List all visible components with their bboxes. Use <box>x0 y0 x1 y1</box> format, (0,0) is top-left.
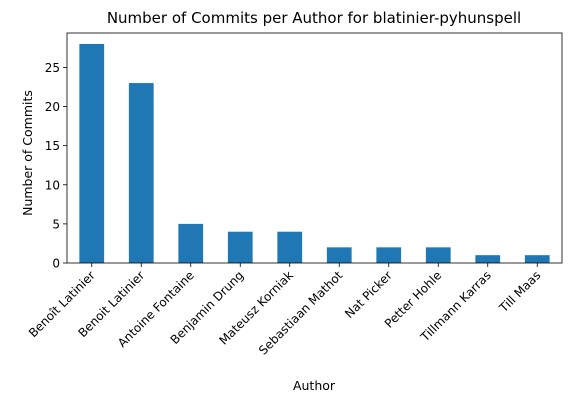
y-tick-label: 10 <box>45 178 60 192</box>
bar-7 <box>376 247 402 263</box>
bar-2 <box>128 83 154 263</box>
bar-3 <box>178 223 204 263</box>
chart-title: Number of Commits per Author for blatini… <box>107 9 521 27</box>
x-tick-label: Nat Picker <box>342 268 395 321</box>
x-tick-label: Sebastiaan Mathot <box>256 268 346 358</box>
bars-layer <box>79 43 550 264</box>
bar-1 <box>79 43 105 264</box>
bar-5 <box>277 231 303 263</box>
bar-6 <box>326 247 352 263</box>
y-ticks-layer: 0 5 10 15 20 25 <box>45 61 67 271</box>
y-tick-label: 5 <box>52 217 60 231</box>
y-tick-label: 25 <box>45 61 60 75</box>
axes-frame <box>66 32 563 264</box>
y-tick-label: 15 <box>45 139 60 153</box>
plot-frame <box>66 32 563 264</box>
y-axis-label: Number of Commits <box>20 90 35 216</box>
y-tick-label: 20 <box>45 100 60 114</box>
bar-8 <box>425 247 451 263</box>
x-tick-label: Till Maas <box>496 268 543 315</box>
y-tick-label: 0 <box>52 257 60 271</box>
bar-10 <box>524 255 550 263</box>
bar-9 <box>475 255 501 263</box>
x-axis-label: Author <box>293 378 336 393</box>
bar-4 <box>227 231 253 263</box>
